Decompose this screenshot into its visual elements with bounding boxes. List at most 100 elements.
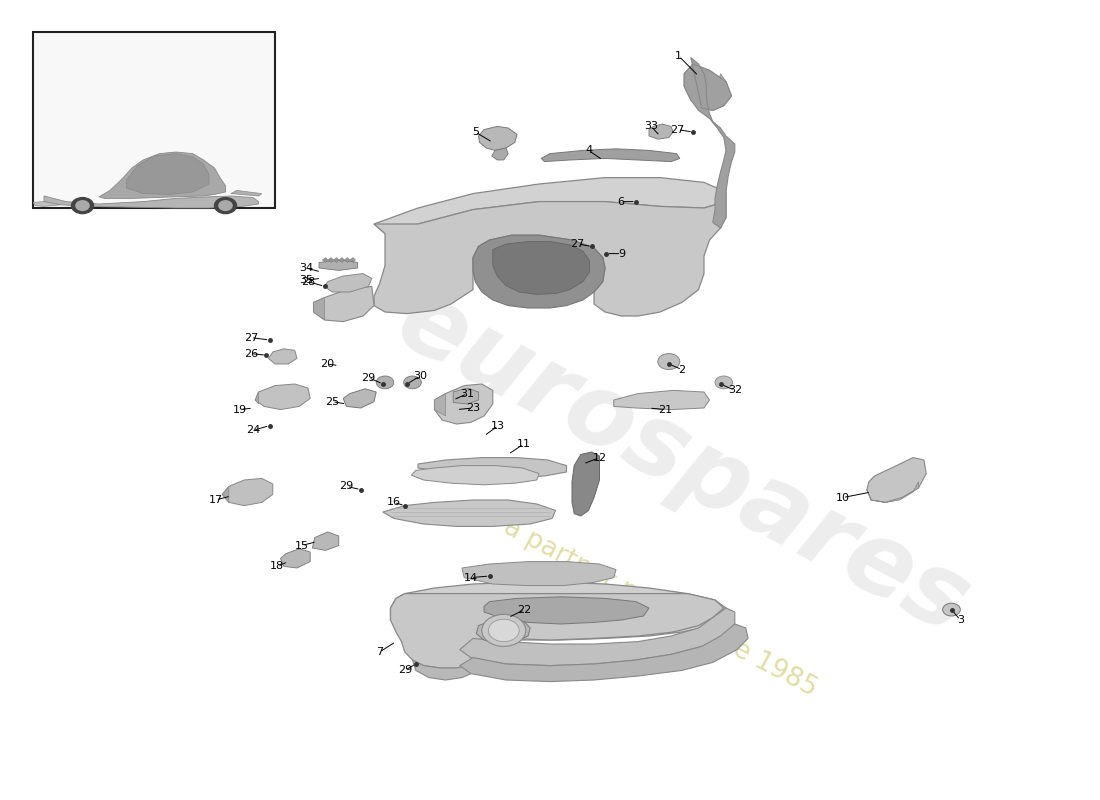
Polygon shape (493, 242, 590, 294)
Text: 34: 34 (299, 263, 312, 273)
Polygon shape (324, 274, 372, 292)
Circle shape (404, 376, 421, 389)
Polygon shape (484, 597, 649, 624)
Text: 19: 19 (233, 405, 246, 414)
Polygon shape (383, 500, 556, 526)
Text: 18: 18 (271, 562, 284, 571)
Polygon shape (434, 394, 446, 416)
Text: 1: 1 (675, 51, 682, 61)
Polygon shape (222, 486, 229, 502)
Polygon shape (867, 482, 918, 502)
Polygon shape (328, 258, 333, 262)
Text: 32: 32 (728, 386, 741, 395)
Polygon shape (434, 384, 493, 424)
Polygon shape (684, 58, 735, 228)
Text: 16: 16 (387, 498, 400, 507)
Circle shape (488, 619, 519, 642)
Circle shape (658, 354, 680, 370)
Polygon shape (343, 389, 376, 408)
Polygon shape (312, 532, 339, 550)
Polygon shape (453, 388, 478, 404)
Text: 24: 24 (246, 426, 260, 435)
Text: 33: 33 (645, 122, 658, 131)
Text: 12: 12 (593, 453, 606, 462)
Circle shape (482, 614, 526, 646)
Text: 17: 17 (209, 495, 222, 505)
Polygon shape (44, 196, 258, 208)
Polygon shape (476, 618, 530, 643)
Polygon shape (473, 235, 605, 308)
Text: a partner parts since 1985: a partner parts since 1985 (498, 514, 822, 702)
Polygon shape (390, 594, 724, 668)
Text: 29: 29 (362, 373, 375, 382)
Circle shape (376, 376, 394, 389)
Text: 20: 20 (320, 359, 333, 369)
Text: 10: 10 (836, 493, 849, 502)
Text: 2: 2 (679, 365, 685, 374)
Text: 3: 3 (957, 615, 964, 625)
Text: 9: 9 (618, 249, 625, 258)
Circle shape (943, 603, 960, 616)
Polygon shape (460, 608, 735, 666)
Text: 35: 35 (299, 275, 312, 285)
Circle shape (219, 201, 232, 210)
Polygon shape (333, 258, 339, 262)
Polygon shape (460, 624, 748, 682)
Text: 15: 15 (295, 541, 308, 550)
Text: 25: 25 (326, 397, 339, 406)
Polygon shape (99, 152, 226, 198)
Polygon shape (222, 478, 273, 506)
Polygon shape (867, 458, 926, 502)
Text: 23: 23 (466, 403, 480, 413)
Polygon shape (314, 286, 374, 322)
Polygon shape (339, 258, 344, 262)
Circle shape (715, 376, 733, 389)
Text: 30: 30 (414, 371, 427, 381)
Polygon shape (126, 154, 209, 194)
Polygon shape (614, 390, 710, 410)
Text: 21: 21 (659, 405, 672, 414)
Polygon shape (649, 124, 673, 139)
Text: 14: 14 (464, 573, 477, 582)
Polygon shape (322, 258, 328, 262)
Polygon shape (713, 74, 728, 110)
Text: 27: 27 (244, 333, 257, 342)
Text: 27: 27 (671, 125, 684, 134)
Polygon shape (478, 126, 517, 150)
Polygon shape (541, 149, 680, 162)
Polygon shape (572, 452, 600, 516)
Circle shape (214, 198, 236, 214)
Polygon shape (462, 562, 616, 586)
Text: 5: 5 (472, 127, 478, 137)
Polygon shape (492, 148, 508, 160)
Text: 13: 13 (492, 421, 505, 430)
Polygon shape (344, 258, 350, 262)
Polygon shape (255, 384, 310, 410)
Polygon shape (374, 178, 726, 234)
Polygon shape (684, 64, 732, 110)
Polygon shape (350, 258, 355, 262)
Polygon shape (418, 458, 566, 478)
Text: eurospares: eurospares (379, 273, 984, 655)
Polygon shape (374, 202, 726, 316)
Text: 11: 11 (517, 439, 530, 449)
Polygon shape (411, 466, 539, 485)
Text: 4: 4 (585, 146, 592, 155)
Polygon shape (319, 260, 358, 270)
Polygon shape (33, 202, 60, 206)
Text: 29: 29 (340, 482, 353, 491)
Polygon shape (314, 298, 324, 320)
Text: 6: 6 (617, 197, 624, 206)
Circle shape (72, 198, 94, 214)
Polygon shape (390, 582, 726, 640)
Bar (33, 32, 275, 208)
Text: 31: 31 (461, 389, 474, 398)
Text: 26: 26 (244, 349, 257, 358)
Polygon shape (280, 549, 310, 568)
Text: 28: 28 (301, 277, 315, 286)
Polygon shape (231, 190, 262, 196)
Polygon shape (412, 652, 484, 680)
Text: 27: 27 (571, 239, 584, 249)
Text: 29: 29 (398, 666, 411, 675)
Text: 22: 22 (518, 605, 531, 614)
